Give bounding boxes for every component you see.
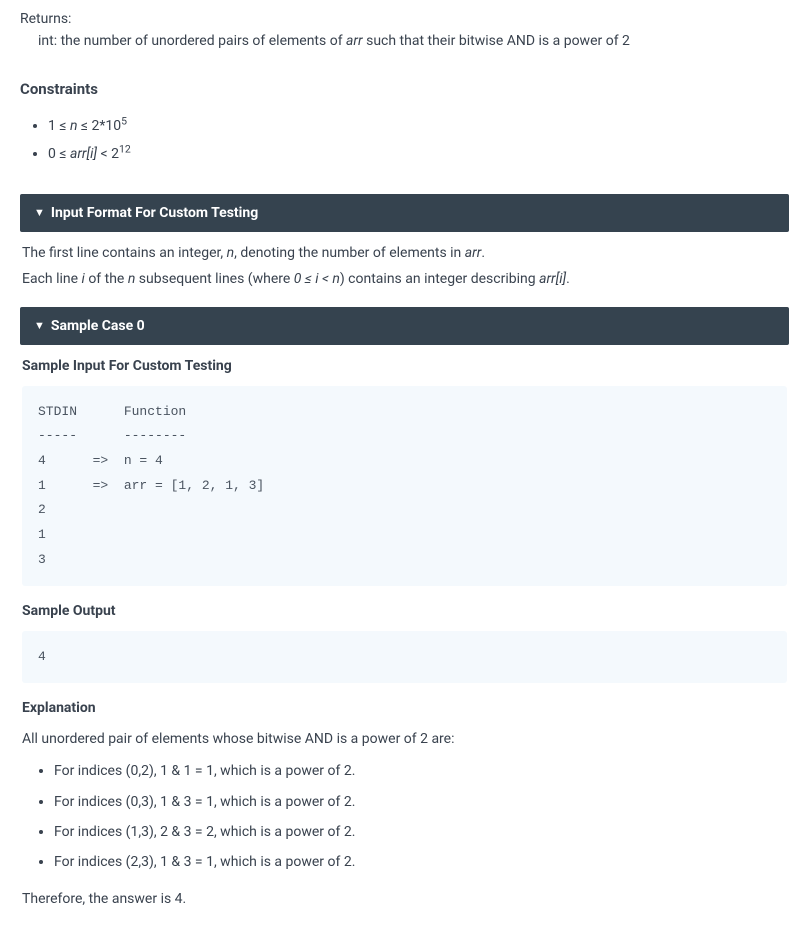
returns-block: Returns: int: the number of unordered pa… xyxy=(20,8,789,53)
sample-input-block: STDIN Function ----- -------- 4 => n = 4… xyxy=(22,386,787,587)
text: . xyxy=(481,245,485,261)
explanation-item: For indices (1,3), 2 & 3 = 2, which is a… xyxy=(54,821,787,843)
explanation-item: For indices (0,3), 1 & 3 = 1, which is a… xyxy=(54,791,787,813)
explanation-outro: Therefore, the answer is 4. xyxy=(22,888,787,910)
input-format-body: The first line contains an integer, n, d… xyxy=(20,242,789,307)
constraints-list: 1 ≤ n ≤ 2*105 0 ≤ arr[i] < 212 xyxy=(20,115,789,166)
input-format-header[interactable]: ▼ Input Format For Custom Testing xyxy=(20,194,789,232)
explanation-list: For indices (0,2), 1 & 1 = 1, which is a… xyxy=(22,760,787,874)
text: subsequent lines (where xyxy=(135,271,293,287)
returns-text-suffix: such that their bitwise AND is a power o… xyxy=(363,33,630,49)
text: Each line xyxy=(22,271,82,287)
text: . xyxy=(566,271,570,287)
var-cond: 0 ≤ i < n xyxy=(294,271,340,287)
chevron-down-icon: ▼ xyxy=(34,317,45,335)
sample-output-block: 4 xyxy=(22,631,787,684)
text: ) contains an integer describing xyxy=(340,271,539,287)
var-arri: arr[i] xyxy=(539,271,566,287)
constraint-item: 0 ≤ arr[i] < 212 xyxy=(48,143,789,165)
explanation-title: Explanation xyxy=(22,697,787,719)
var-arr: arr xyxy=(465,245,482,261)
sample-case-body: Sample Input For Custom Testing STDIN Fu… xyxy=(20,355,789,926)
input-format-line1: The first line contains an integer, n, d… xyxy=(22,242,787,264)
explanation-item: For indices (0,2), 1 & 1 = 1, which is a… xyxy=(54,760,787,782)
input-format-line2: Each line i of the n subsequent lines (w… xyxy=(22,268,787,290)
returns-text-prefix: int: the number of unordered pairs of el… xyxy=(38,33,346,49)
text: of the xyxy=(85,271,128,287)
explanation-item: For indices (2,3), 1 & 3 = 1, which is a… xyxy=(54,851,787,873)
chevron-down-icon: ▼ xyxy=(34,204,45,222)
returns-description: int: the number of unordered pairs of el… xyxy=(20,30,789,52)
sample-case-header[interactable]: ▼ Sample Case 0 xyxy=(20,307,789,345)
returns-label: Returns: xyxy=(20,8,789,30)
constraint-item: 1 ≤ n ≤ 2*105 xyxy=(48,115,789,137)
input-format-title: Input Format For Custom Testing xyxy=(51,202,258,224)
returns-arr-word: arr xyxy=(346,33,363,49)
text: , denoting the number of elements in xyxy=(234,245,465,261)
sample-output-title: Sample Output xyxy=(22,600,787,622)
sample-case-title: Sample Case 0 xyxy=(51,315,145,337)
sample-input-title: Sample Input For Custom Testing xyxy=(22,355,787,377)
text: The first line contains an integer, xyxy=(22,245,227,261)
constraints-title: Constraints xyxy=(20,77,789,101)
explanation-intro: All unordered pair of elements whose bit… xyxy=(22,728,787,750)
